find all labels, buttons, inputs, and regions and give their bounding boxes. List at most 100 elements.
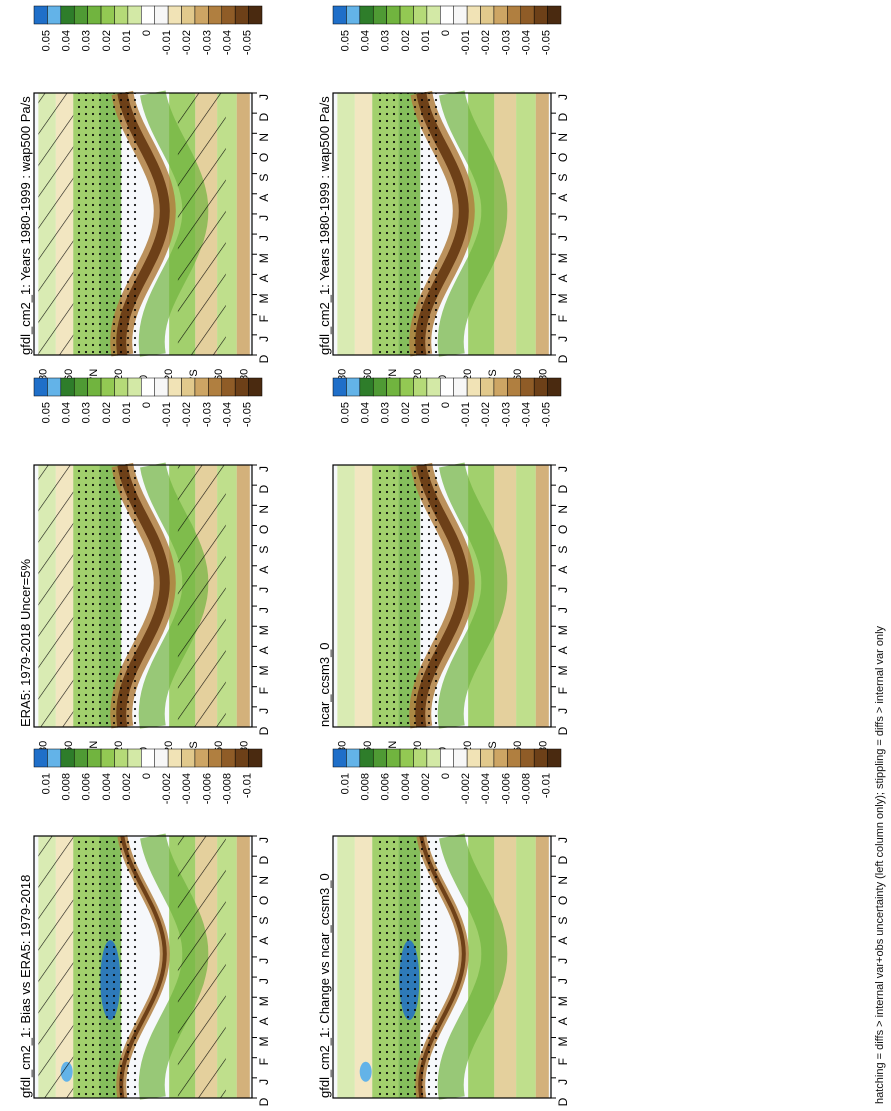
colorbar-box (399, 748, 414, 768)
month-tick-label: J (556, 708, 570, 714)
colorbar-box (466, 748, 481, 768)
colorbar-box (167, 5, 182, 25)
field-band-7 (535, 93, 549, 355)
colorbar-box (194, 748, 209, 768)
colorbar-box (221, 377, 236, 397)
colorbar-box (60, 748, 75, 768)
colorbar-label: 0.02 (101, 30, 113, 51)
month-tick-label: J (257, 978, 271, 984)
month-tick-label: A (257, 1017, 271, 1025)
colorbar-label: 0.05 (339, 402, 351, 423)
field-band-1 (354, 836, 373, 1098)
month-tick-label: M (257, 996, 271, 1006)
colorbar-label: -0.01 (161, 402, 173, 427)
colorbar-box (386, 5, 401, 25)
colorbar-label: 0.05 (40, 402, 52, 423)
month-tick-label: N (556, 133, 570, 142)
panel-6: gfdl_cm2_1: Change vs ncar_ccsm3_0 D J F M A M… (317, 748, 570, 1106)
month-tick-label: F (257, 1058, 271, 1065)
colorbar-box (73, 5, 88, 25)
colorbar-label: -0.004 (181, 773, 193, 804)
stippling (376, 465, 438, 727)
month-tick-label: A (556, 274, 570, 282)
colorbar-label: -0.03 (201, 30, 213, 55)
footer-note: hatching = diffs > internal var+obs unce… (874, 625, 886, 1104)
colorbar-box (547, 377, 562, 397)
month-tick-label: M (257, 625, 271, 635)
colorbar-label: -0.006 (500, 773, 512, 804)
month-tick-label: J (257, 607, 271, 613)
colorbar-box (234, 377, 249, 397)
colorbar-box (114, 748, 129, 768)
colorbar-box (426, 748, 441, 768)
field-band-0 (337, 93, 355, 355)
colorbar-box (47, 5, 62, 25)
colorbar-box (547, 748, 562, 768)
month-tick-label: M (257, 666, 271, 676)
colorbar-box (466, 377, 481, 397)
month-tick-label: J (556, 587, 570, 593)
month-tick-label: O (556, 525, 570, 534)
colorbar-box (359, 748, 374, 768)
colorbar-label: -0.04 (520, 402, 532, 427)
colorbar-box (413, 377, 428, 397)
colorbar-box (141, 5, 155, 25)
colorbar-label: 0.04 (360, 402, 372, 423)
stippling (77, 836, 139, 1098)
colorbar-label: 0.01 (339, 773, 351, 794)
month-tick-label: D (257, 726, 271, 735)
colorbar-box (208, 5, 223, 25)
month-tick-label: D (556, 855, 570, 864)
colorbar-label: 0.03 (380, 402, 392, 423)
colorbar-label: -0.02 (480, 402, 492, 427)
colorbar-label: -0.01 (460, 402, 472, 427)
field-band-6 (516, 93, 536, 355)
colorbar-label: 0.006 (380, 773, 392, 801)
colorbar-label: -0.05 (242, 30, 254, 55)
month-tick-label: J (556, 978, 570, 984)
colorbar-label: 0.04 (360, 30, 372, 51)
hatching-south (177, 836, 226, 1098)
month-tick-label: S (556, 546, 570, 554)
colorbar-box (372, 377, 387, 397)
colorbar-box (453, 377, 468, 397)
colorbar-label: -0.01 (161, 30, 173, 55)
month-tick-label: M (556, 996, 570, 1006)
month-tick-label: D (556, 112, 570, 121)
colorbar-box (167, 377, 182, 397)
colorbar-box (520, 5, 535, 25)
colorbar-box (47, 748, 62, 768)
colorbar-box (507, 5, 522, 25)
colorbar-label: 0.03 (81, 402, 93, 423)
colorbar-box (141, 748, 155, 768)
colorbar-label: 0 (141, 30, 153, 36)
colorbar-label: -0.02 (181, 402, 193, 427)
month-tick-label: F (556, 687, 570, 694)
month-tick-label: J (257, 958, 271, 964)
field-band-7 (236, 836, 250, 1098)
colorbar-box (533, 5, 548, 25)
month-tick-label: D (257, 354, 271, 363)
field-band-0 (337, 465, 355, 727)
colorbar-label: -0.008 (221, 773, 233, 804)
colorbar-label: 0.002 (121, 773, 133, 801)
stippling (77, 465, 139, 727)
colorbar-box (372, 748, 387, 768)
hatching-north (38, 93, 74, 355)
panel-3: ERA5: 1979-2018 Uncer=5%DJFMAMJJASONDJ80… (18, 377, 271, 753)
colorbar-box (399, 377, 414, 397)
month-tick-label: F (257, 687, 271, 694)
colorbar-box (141, 377, 155, 397)
month-tick-label: N (556, 505, 570, 514)
colorbar-box (346, 5, 361, 25)
colorbar-box (440, 748, 454, 768)
month-tick-label: J (556, 466, 570, 472)
month-tick-label: N (257, 505, 271, 514)
colorbar-label: 0.01 (121, 30, 133, 51)
month-tick-label: D (556, 484, 570, 493)
colorbar-box (221, 5, 236, 25)
panel-4: ncar_ccsm3_0DJFMAMJJASONDJ8060°N20020°S6… (317, 377, 570, 753)
plot-frame (33, 464, 253, 728)
subsidence-band (437, 90, 508, 357)
